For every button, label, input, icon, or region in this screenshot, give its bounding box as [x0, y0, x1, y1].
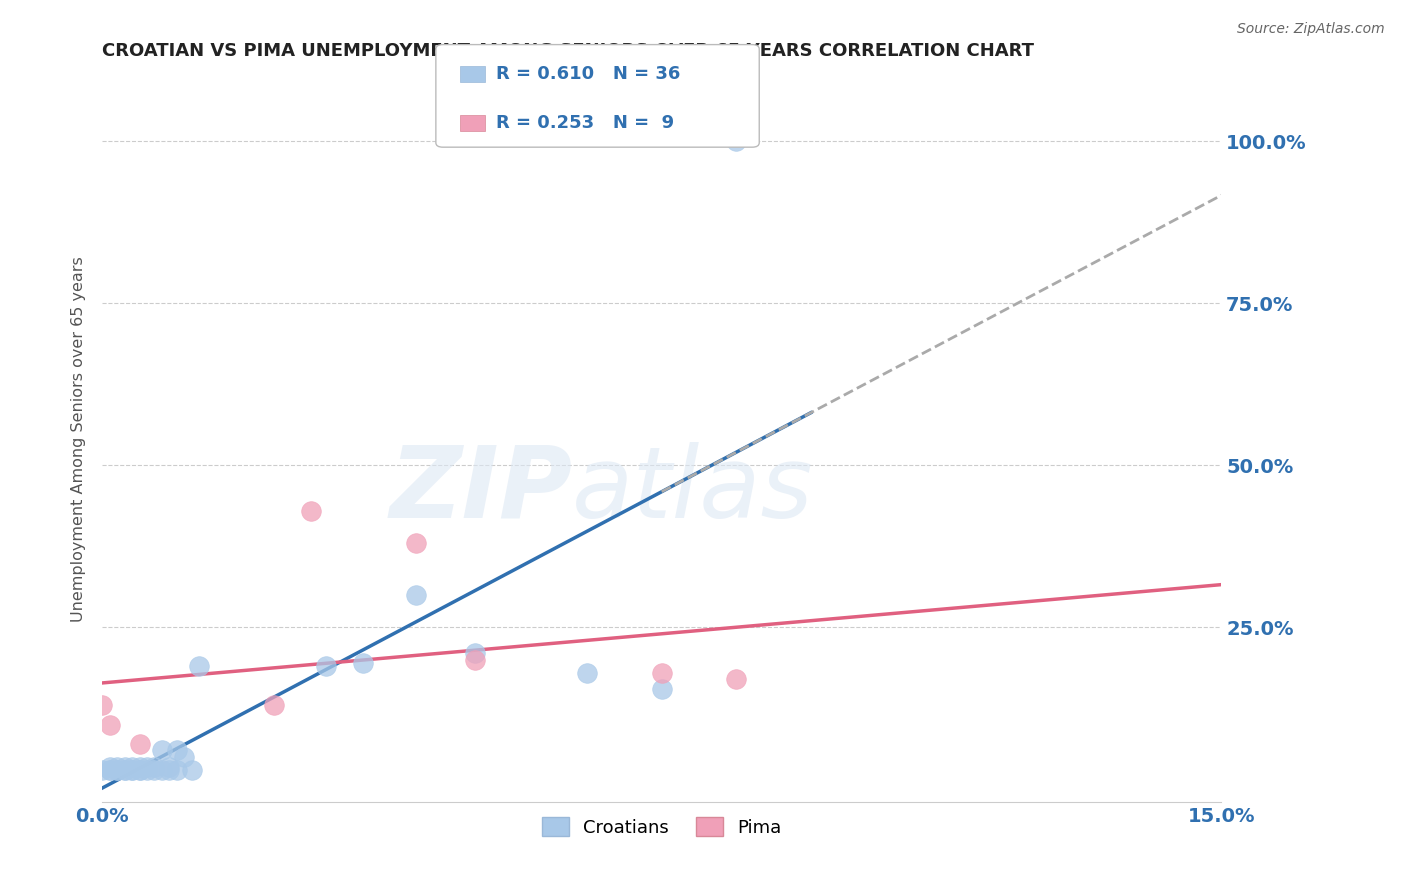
Point — [105, 763, 128, 777]
Point — [128, 763, 150, 777]
Point — [651, 665, 673, 680]
Text: CROATIAN VS PIMA UNEMPLOYMENT AMONG SENIORS OVER 65 YEARS CORRELATION CHART: CROATIAN VS PIMA UNEMPLOYMENT AMONG SENI… — [103, 42, 1035, 60]
Point — [105, 763, 128, 777]
Point — [121, 763, 143, 777]
Point — [180, 763, 202, 777]
Point — [352, 656, 374, 670]
Point — [725, 135, 748, 149]
Point — [150, 763, 173, 777]
Point — [299, 504, 322, 518]
Point — [91, 698, 114, 712]
Point — [651, 681, 673, 696]
Point — [157, 759, 180, 773]
Y-axis label: Unemployment Among Seniors over 65 years: Unemployment Among Seniors over 65 years — [72, 257, 86, 623]
Point — [143, 763, 166, 777]
Point — [725, 672, 748, 686]
Legend: Croatians, Pima: Croatians, Pima — [534, 810, 789, 844]
Point — [121, 763, 143, 777]
Point — [166, 763, 188, 777]
Point — [91, 763, 114, 777]
Point — [98, 763, 121, 777]
Text: R = 0.610   N = 36: R = 0.610 N = 36 — [496, 65, 681, 83]
Point — [464, 646, 486, 660]
Point — [136, 759, 159, 773]
Point — [166, 743, 188, 757]
Point — [576, 665, 599, 680]
Point — [150, 743, 173, 757]
Point — [188, 659, 211, 673]
Point — [143, 759, 166, 773]
Text: Source: ZipAtlas.com: Source: ZipAtlas.com — [1237, 22, 1385, 37]
Point — [128, 737, 150, 751]
Point — [464, 653, 486, 667]
Point — [263, 698, 285, 712]
Point — [114, 763, 136, 777]
Point — [405, 588, 427, 602]
Point — [105, 759, 128, 773]
Point — [121, 759, 143, 773]
Point — [114, 763, 136, 777]
Text: atlas: atlas — [572, 442, 814, 539]
Text: R = 0.253   N =  9: R = 0.253 N = 9 — [496, 114, 675, 132]
Text: ZIP: ZIP — [389, 442, 572, 539]
Point — [405, 536, 427, 550]
Point — [173, 750, 195, 764]
Point — [136, 763, 159, 777]
Point — [128, 759, 150, 773]
Point — [98, 759, 121, 773]
Point — [157, 763, 180, 777]
Point — [114, 759, 136, 773]
Point — [98, 763, 121, 777]
Point — [128, 763, 150, 777]
Point — [98, 717, 121, 731]
Point — [315, 659, 337, 673]
